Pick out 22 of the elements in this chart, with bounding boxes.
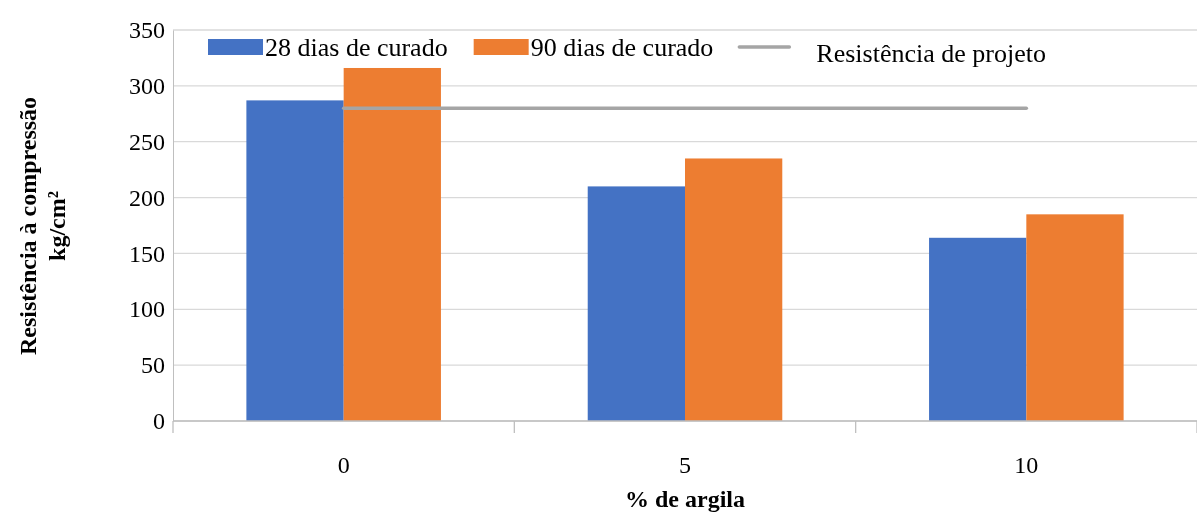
y-tick-label: 200 bbox=[129, 184, 165, 211]
bar bbox=[929, 237, 1027, 421]
legend-label: Resistência de projeto bbox=[816, 39, 1046, 68]
x-tick-label: 10 bbox=[1014, 452, 1039, 478]
bar bbox=[587, 186, 685, 421]
y-tick-label: 150 bbox=[129, 240, 165, 267]
y-tick-label: 50 bbox=[141, 352, 165, 379]
x-tick-label: 0 bbox=[337, 452, 350, 478]
y-tick-label: 350 bbox=[129, 17, 165, 44]
y-axis-title: Resistência à compressão kg/cm² bbox=[15, 96, 70, 356]
bar bbox=[685, 158, 783, 421]
y-tick-label: 100 bbox=[129, 296, 165, 323]
y-tick-label: 300 bbox=[129, 73, 165, 100]
bar bbox=[343, 67, 441, 421]
x-axis-title: % de argila bbox=[625, 486, 745, 512]
y-tick-label: 0 bbox=[153, 408, 165, 435]
legend-label: 28 dias de curado bbox=[265, 33, 448, 62]
x-tick-label: 5 bbox=[679, 452, 691, 478]
y-tick-label: 250 bbox=[129, 128, 165, 155]
bar bbox=[246, 100, 344, 421]
bar bbox=[1026, 214, 1124, 421]
legend-label: 90 dias de curado bbox=[530, 33, 714, 62]
